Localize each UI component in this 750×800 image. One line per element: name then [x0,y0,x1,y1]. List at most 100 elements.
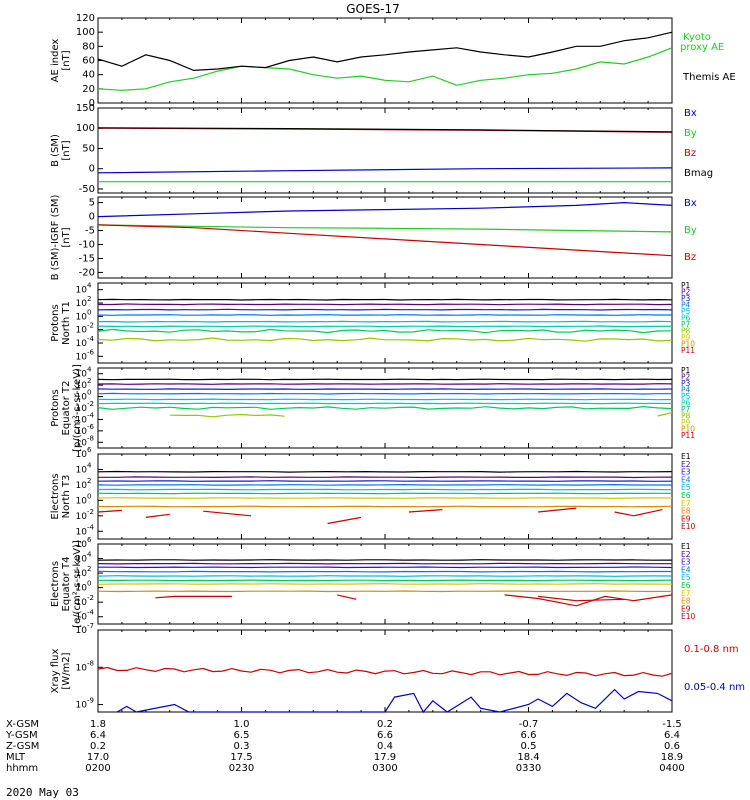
y-tick-base: 10 [76,598,88,608]
series-line [97,127,673,133]
legend-label: Bx [684,198,697,209]
ephemeris-value: 0400 [659,763,684,774]
y-tick-exponent: -2 [87,508,94,516]
y-tick-label: 40 [82,70,95,81]
y-tick-label: -10 [79,239,95,250]
y-tick-exponent: -6 [87,423,95,431]
series-line [97,298,673,301]
y-tick-base: 10 [76,286,88,296]
legend-label: P1 [681,366,691,375]
series-line [97,579,673,582]
series-line [98,303,673,306]
y-tick-label: 10 4 [76,551,92,565]
y-tick-label: 0 [89,212,95,223]
y-tick-label: -5 [85,226,95,237]
y-tick-base: 10 [76,415,88,425]
series-line [97,320,673,323]
panel-frame [97,453,673,540]
y-tick-label: 20 [82,84,95,95]
y-tick-label: 80 [82,41,95,52]
y-tick-label: 10 4 [76,461,92,475]
ephemeris-row-label: MLT [6,752,26,763]
y-tick-exponent: -4 [87,411,95,419]
ephemeris-value: 17.5 [230,752,252,763]
series-line [657,412,673,417]
y-tick-exponent: -8 [87,659,94,667]
y-tick-label: 10 2 [76,377,92,391]
y-tick-label: 120 [76,13,95,24]
series-line [97,325,673,328]
legend-label: E5 [681,573,691,582]
y-tick-exponent: -2 [87,400,94,408]
legend-label: By [684,225,697,236]
y-tick-base: 10 [76,438,88,448]
series-line [97,314,672,316]
series-line [97,378,673,381]
y-tick-base: 10 [76,427,88,437]
legend-label: E1 [681,542,691,551]
y-tick-base: 10 [76,465,88,475]
legend-label: P8 [681,412,691,421]
y-tick-label: 10 -8 [76,434,94,448]
series-line [97,570,672,573]
series-line [97,483,672,486]
y-tick-base: 10 [76,663,88,673]
legend-label: Kyoto [683,32,711,43]
legend-label: P7 [681,405,691,414]
ephemeris-value: 6.6 [377,730,393,741]
y-tick-exponent: 0 [87,389,91,397]
legend-label: E7 [681,499,691,508]
legend-label: P4 [681,386,691,395]
y-tick-base: 10 [76,404,88,414]
series-line [97,167,673,174]
y-tick-base: 10 [76,496,88,506]
y-tick-base: 10 [76,352,88,362]
ephemeris-value: 17.0 [87,752,109,763]
ephemeris-value: -1.5 [662,719,682,730]
series-line [98,476,673,479]
ephemeris-value: 0.4 [377,741,393,752]
y-tick-label: 10 6 [76,446,92,460]
series-line [97,480,673,482]
series-line [538,595,625,602]
y-tick-label: 10 2 [76,477,92,491]
legend-label: E6 [681,581,691,590]
legend-label: Bmag [684,168,713,179]
y-tick-label: -50 [79,184,95,195]
legend-label: E1 [681,452,691,461]
series-line [327,516,362,525]
y-tick-exponent: 6 [87,446,92,454]
legend-label: P2 [681,288,691,297]
legend-label: P11 [681,346,695,355]
legend-label: P4 [681,301,691,310]
y-tick-exponent: -4 [87,335,95,343]
y-tick-exponent: 4 [87,282,92,290]
legend-label: E6 [681,491,691,500]
y-tick-base: 10 [76,481,88,491]
ephemeris-value: 18.9 [661,752,683,763]
y-tick-base: 10 [76,370,88,380]
y-tick-exponent: -8 [87,434,94,442]
y-axis-label: [nT] [61,227,72,247]
y-axis-label: Equator T2 [61,381,72,436]
series-line [408,509,443,513]
y-tick-base: 10 [76,540,88,550]
series-line [97,666,673,677]
y-tick-base: 10 [76,512,88,522]
legend-label: By [684,128,697,139]
ephemeris-value: 0.2 [377,719,393,730]
y-tick-label: 10 -6 [76,348,95,362]
legend-label: P6 [681,314,691,323]
y-tick-base: 10 [76,312,88,322]
y-tick-base: 10 [76,701,88,711]
plot-title: GOES-17 [346,2,400,16]
y-tick-base: 10 [76,393,88,403]
y-tick-label: 100 [76,27,95,38]
